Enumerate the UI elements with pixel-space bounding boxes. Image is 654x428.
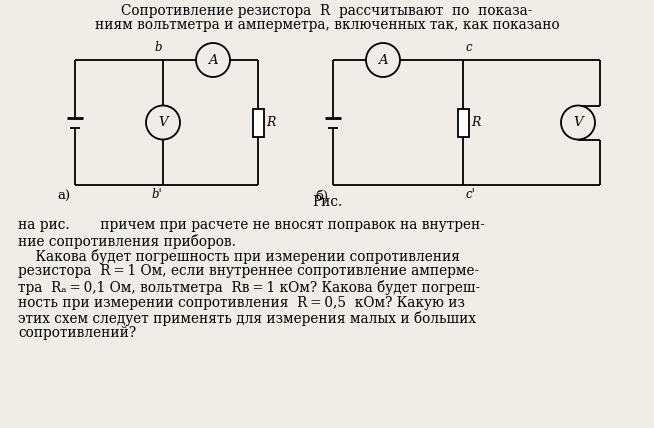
Text: а): а) [58,190,71,203]
Text: сопротивлений?: сопротивлений? [18,327,136,341]
Text: c': c' [465,188,475,201]
Circle shape [366,43,400,77]
Text: A: A [208,54,218,66]
Text: c: c [465,41,472,54]
Text: Рис.: Рис. [312,195,342,209]
Text: b: b [154,41,162,54]
Text: V: V [158,116,168,129]
Circle shape [561,105,595,140]
Text: R: R [266,116,275,129]
Text: резистора  R = 1 Ом, если внутреннее сопротивление амперме-: резистора R = 1 Ом, если внутреннее сопр… [18,265,479,279]
Text: тра  Rₐ = 0,1 Ом, вольтметра  Rв = 1 кОм? Какова будет погреш-: тра Rₐ = 0,1 Ом, вольтметра Rв = 1 кОм? … [18,280,480,295]
Bar [252,109,264,137]
Circle shape [146,105,180,140]
Text: Сопротивление резистора  R  рассчитывают  по  показа-: Сопротивление резистора R рассчитывают п… [121,4,533,18]
Text: ние сопротивления приборов.: ние сопротивления приборов. [18,234,236,249]
Bar [458,109,468,137]
Text: этих схем следует применять для измерения малых и больших: этих схем следует применять для измерени… [18,311,476,326]
Text: R: R [471,116,481,129]
Text: ность при измерении сопротивления  R = 0,5  кОм? Какую из: ность при измерении сопротивления R = 0,… [18,295,465,309]
Text: A: A [378,54,388,66]
Text: б): б) [316,190,329,203]
Text: b': b' [151,188,162,201]
Circle shape [196,43,230,77]
Text: V: V [573,116,583,129]
Text: ниям вольтметра и амперметра, включенных так, как показано: ниям вольтметра и амперметра, включенных… [95,18,559,32]
Text: Какова будет погрешность при измерении сопротивления: Какова будет погрешность при измерении с… [18,249,460,264]
Text: на рис.       причем при расчете не вносят поправок на внутрен-: на рис. причем при расчете не вносят поп… [18,218,485,232]
